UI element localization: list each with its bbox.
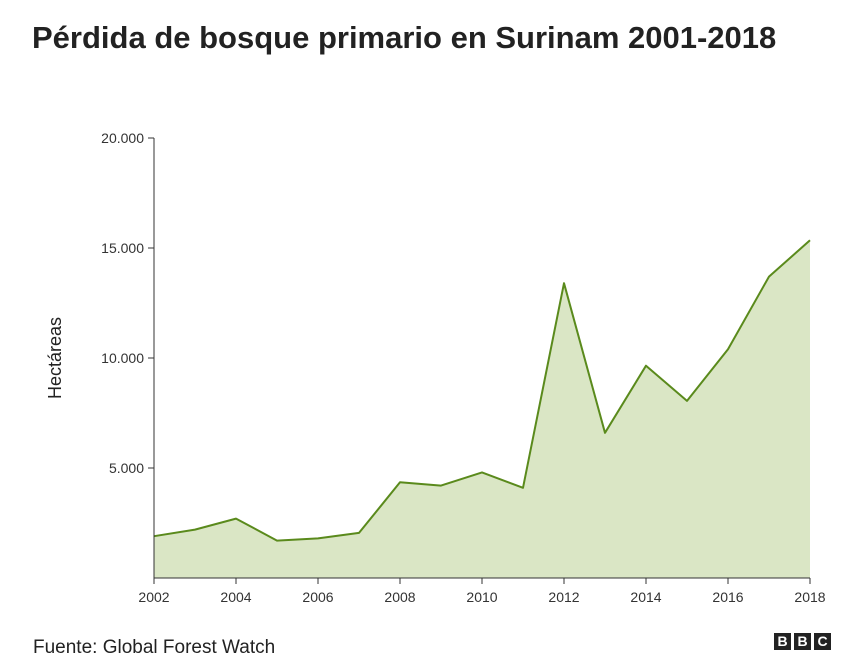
y-tick-label-5000: 5.000 <box>109 460 144 476</box>
x-tick-label-2016: 2016 <box>712 589 743 605</box>
logo-letter-b2: B <box>794 633 811 650</box>
series-line <box>153 239 811 542</box>
y-tick-label-20000: 20.000 <box>101 130 144 146</box>
logo-letter-b1: B <box>774 633 791 650</box>
x-tick-label-2018: 2018 <box>794 589 825 605</box>
x-tick-label-2004: 2004 <box>220 589 251 605</box>
x-tick-label-2010: 2010 <box>466 589 497 605</box>
y-tick-label-15000: 15.000 <box>101 240 144 256</box>
y-tick-label-10000: 10.000 <box>101 350 144 366</box>
x-tick-label-2002: 2002 <box>138 589 169 605</box>
chart-title: Pérdida de bosque primario en Surinam 20… <box>32 20 777 55</box>
x-tick-label-2008: 2008 <box>384 589 415 605</box>
x-tick-label-2014: 2014 <box>630 589 661 605</box>
x-tick-label-2006: 2006 <box>302 589 333 605</box>
x-tick-label-2012: 2012 <box>548 589 579 605</box>
y-axis-title: Hectáreas <box>45 317 65 399</box>
area-fill <box>154 240 810 579</box>
bbc-logo: B B C <box>774 633 831 650</box>
logo-letter-c: C <box>814 633 831 650</box>
source-credit: Fuente: Global Forest Watch <box>33 637 276 658</box>
